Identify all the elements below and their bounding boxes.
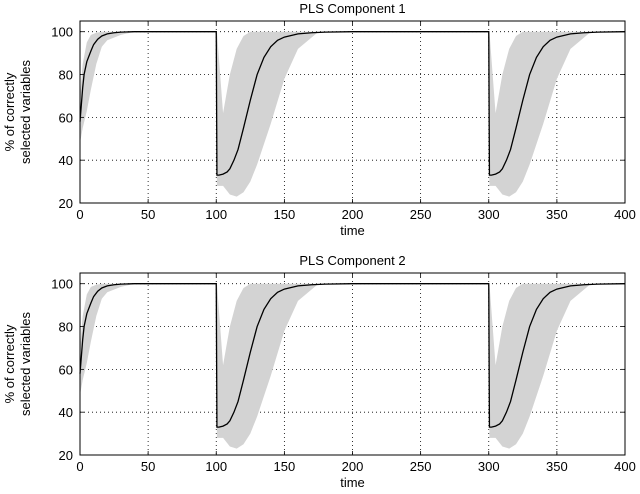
chart-panel-2: 0 50 100 150 200 250 300 350 400 20 40 60 80 100 PLS C…	[2, 253, 636, 490]
x-tick-label: 350	[546, 207, 568, 222]
x-tick-label: 0	[76, 207, 83, 222]
x-tick-label: 200	[342, 207, 364, 222]
x-tick-label: 400	[614, 207, 636, 222]
y-tick-label: 40	[59, 153, 73, 168]
chart-panel-1: 0 50 100 150 200 250 300 350 400 20 40 60 80 100 PLS C…	[2, 1, 636, 238]
chart-title: PLS Component 1	[299, 1, 405, 16]
x-axis-label: time	[340, 475, 365, 490]
y-axis-label-line-1: % of correctly	[2, 72, 17, 151]
y-tick-label: 80	[59, 320, 73, 335]
variability-band	[80, 283, 625, 449]
mean-series-line	[79, 31, 626, 176]
y-tick-label: 40	[59, 405, 73, 420]
x-tick-label: 100	[205, 207, 227, 222]
mean-series-line	[79, 283, 626, 428]
x-tick-label: 50	[141, 207, 155, 222]
x-tick-label: 150	[274, 207, 296, 222]
x-tick-label: 300	[478, 459, 500, 474]
y-axis-label-line-2: selected variables	[18, 59, 33, 164]
y-tick-label: 60	[59, 110, 73, 125]
y-tick-label: 20	[59, 448, 73, 463]
x-tick-label: 50	[141, 459, 155, 474]
x-tick-label: 350	[546, 459, 568, 474]
y-tick-label: 60	[59, 362, 73, 377]
y-tick-label: 80	[59, 68, 73, 83]
y-axis-label-line-2: selected variables	[18, 311, 33, 416]
y-tick-label: 100	[51, 277, 73, 292]
x-tick-label: 400	[614, 459, 636, 474]
y-tick-label: 20	[59, 196, 73, 211]
y-axis-label-line-1: % of correctly	[2, 324, 17, 403]
x-tick-label: 250	[410, 459, 432, 474]
x-tick-label: 100	[205, 459, 227, 474]
variability-band	[80, 31, 625, 197]
x-tick-label: 250	[410, 207, 432, 222]
x-tick-label: 0	[76, 459, 83, 474]
x-tick-label: 300	[478, 207, 500, 222]
x-tick-label: 150	[274, 459, 296, 474]
y-tick-label: 100	[51, 25, 73, 40]
x-tick-label: 200	[342, 459, 364, 474]
x-axis-label: time	[340, 223, 365, 238]
chart-title: PLS Component 2	[299, 253, 405, 268]
